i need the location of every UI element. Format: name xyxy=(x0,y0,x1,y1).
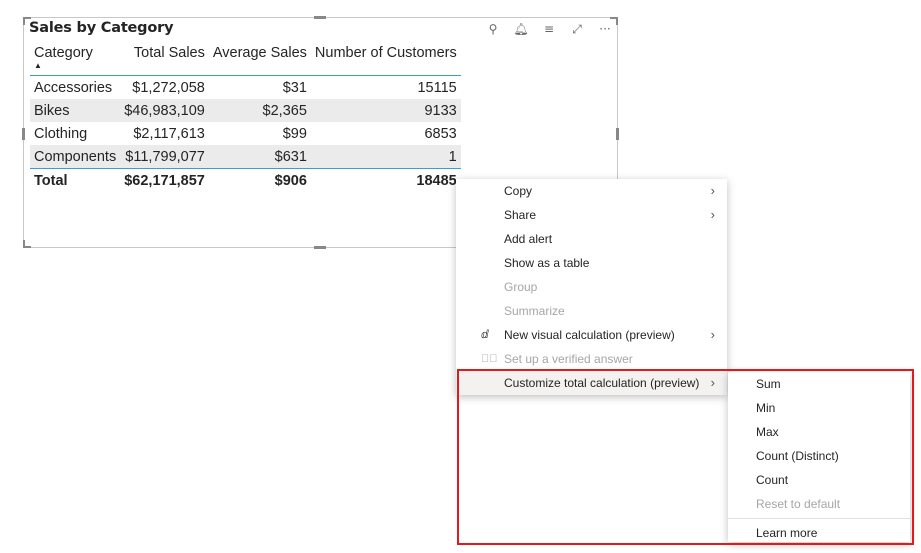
sales-by-category-visual[interactable]: Sales by Category ⚲ 🔔︎ ≡ ⤢ ··· Category ▲… xyxy=(22,16,619,249)
resize-handle[interactable] xyxy=(23,246,31,248)
menu-item-customize-total-calculation[interactable]: Customize total calculation (preview) › xyxy=(456,371,727,395)
resize-handle[interactable] xyxy=(23,240,25,248)
data-table: Category ▲ Total Sales Average Sales Numb… xyxy=(30,42,461,192)
cell: Clothing xyxy=(34,125,88,142)
column-header-category[interactable]: Category ▲ xyxy=(30,42,120,76)
chevron-right-icon: › xyxy=(710,327,715,342)
cell: Accessories xyxy=(34,79,113,96)
cell: 6853 xyxy=(424,125,457,142)
resize-handle[interactable] xyxy=(314,16,326,19)
menu-item-copy[interactable]: Copy › xyxy=(456,179,727,203)
cell: $31 xyxy=(282,79,307,96)
cell: 18485 xyxy=(416,172,457,189)
menu-item-show-as-table[interactable]: Show as a table xyxy=(504,256,590,270)
total-calculation-submenu: Sum Min Max Count (Distinct) Count Reset… xyxy=(728,372,910,542)
pin-icon[interactable]: ⚲ xyxy=(488,22,498,36)
visual-calculation-icon: ⅆ xyxy=(481,329,489,341)
resize-handle[interactable] xyxy=(616,17,618,25)
menu-item-new-visual-calculation[interactable]: ⅆ New visual calculation (preview) › xyxy=(456,323,727,347)
cell: $46,983,109 xyxy=(120,99,209,122)
resize-handle[interactable] xyxy=(23,17,25,25)
sort-ascending-icon: ▲ xyxy=(34,61,42,70)
visual-toolbar: ⚲ 🔔︎ ≡ ⤢ ··· xyxy=(485,22,613,37)
submenu-item-count-distinct[interactable]: Count (Distinct) xyxy=(756,449,839,463)
submenu-item-min[interactable]: Min xyxy=(756,401,776,415)
cell: $2,117,613 xyxy=(133,125,205,142)
total-row[interactable]: Total $62,171,857 $906 18485 xyxy=(30,168,461,193)
menu-item-group: Group xyxy=(504,280,538,294)
context-menu: Copy › Share › Add alert Show as a table G… xyxy=(456,179,727,395)
cell: $62,171,857 xyxy=(124,172,205,189)
resize-handle[interactable] xyxy=(314,246,326,249)
chevron-right-icon: › xyxy=(710,207,715,222)
cell: Bikes xyxy=(30,99,121,122)
cell: $99 xyxy=(282,125,307,142)
submenu-item-max[interactable]: Max xyxy=(756,425,779,439)
resize-handle[interactable] xyxy=(23,17,31,19)
more-options-icon[interactable]: ··· xyxy=(599,22,611,36)
cell: 9133 xyxy=(310,99,461,122)
submenu-item-sum[interactable]: Sum xyxy=(756,377,781,391)
focus-mode-icon[interactable]: ⤢ xyxy=(572,22,582,36)
resize-handle[interactable] xyxy=(610,17,618,19)
filter-icon[interactable]: ≡ xyxy=(543,22,555,36)
column-header-total-sales[interactable]: Total Sales xyxy=(133,45,205,61)
cell: $11,799,077 xyxy=(120,145,209,169)
table-row[interactable]: Clothing $2,117,613 $99 6853 xyxy=(30,122,461,145)
cell: $631 xyxy=(208,145,311,169)
menu-item-share[interactable]: Share › xyxy=(456,203,727,227)
cell: Total xyxy=(34,172,68,189)
column-header-average-sales[interactable]: Average Sales xyxy=(212,45,307,61)
submenu-item-count[interactable]: Count xyxy=(756,473,789,487)
cell: $1,272,058 xyxy=(132,79,205,96)
table-row[interactable]: Accessories $1,272,058 $31 15115 xyxy=(30,76,461,100)
cell: $906 xyxy=(274,172,307,189)
chevron-right-icon: › xyxy=(710,183,715,198)
menu-item-verified-answer: ✓⃝ Set up a verified answer xyxy=(456,347,727,371)
menu-item-add-alert[interactable]: Add alert xyxy=(504,232,553,246)
submenu-item-reset-to-default: Reset to default xyxy=(756,497,841,511)
cell: 15115 xyxy=(417,79,457,96)
submenu-item-learn-more[interactable]: Learn more xyxy=(756,526,818,540)
visual-title: Sales by Category xyxy=(29,20,174,36)
column-header-customers[interactable]: Number of Customers xyxy=(314,45,457,61)
cell: $2,365 xyxy=(208,99,311,122)
check-circle-icon: ✓⃝ xyxy=(481,353,498,365)
menu-item-summarize: Summarize xyxy=(504,304,565,318)
bell-icon[interactable]: 🔔︎ xyxy=(513,22,529,36)
table-row[interactable]: Components $11,799,077 $631 1 xyxy=(30,145,461,169)
chevron-right-icon: › xyxy=(710,375,715,390)
table-row[interactable]: Bikes $46,983,109 $2,365 9133 xyxy=(30,99,461,122)
menu-divider xyxy=(728,518,910,519)
cell: 1 xyxy=(310,145,461,169)
resize-handle[interactable] xyxy=(616,128,619,140)
resize-handle[interactable] xyxy=(22,128,25,140)
cell: Components xyxy=(30,145,121,169)
